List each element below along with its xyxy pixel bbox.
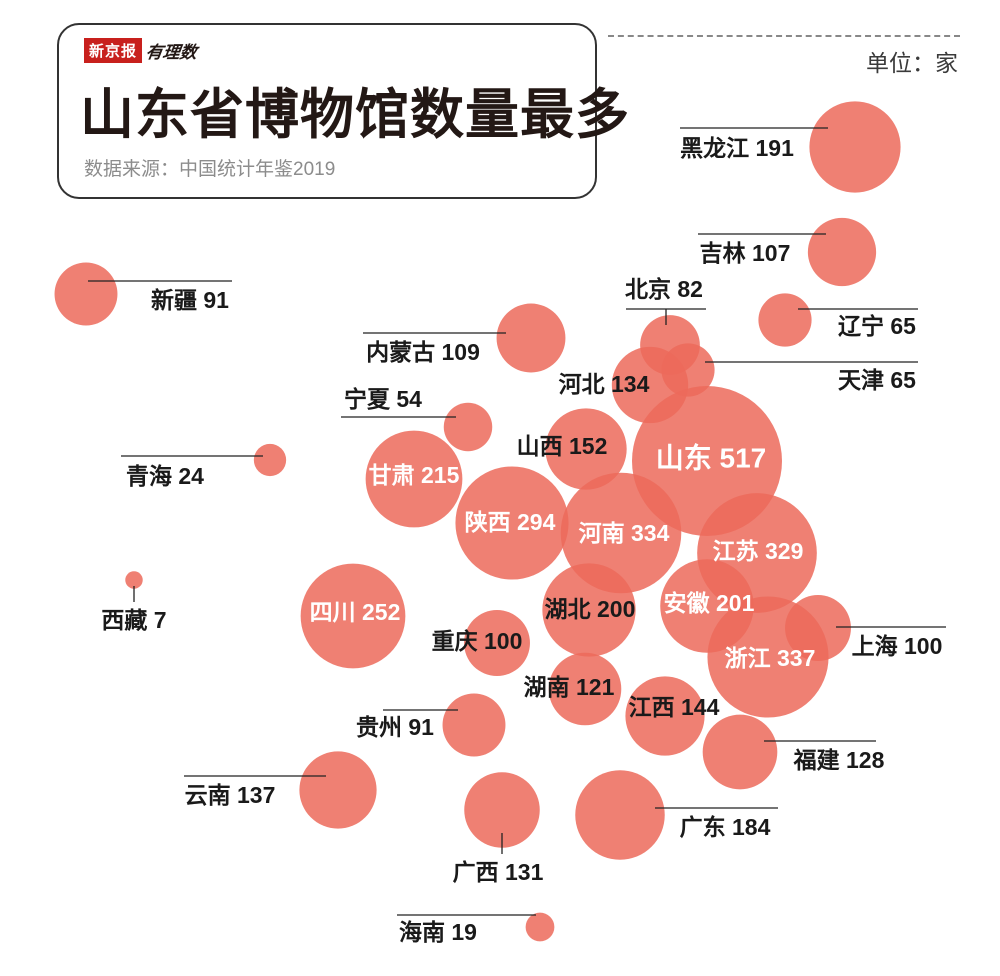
bubble-河南 — [560, 472, 682, 594]
bubble-江西 — [625, 676, 705, 756]
bubble-山西 — [545, 408, 627, 490]
label-重庆: 重庆 100 — [432, 628, 523, 654]
label-湖北: 湖北 200 — [545, 596, 636, 622]
bubble-湖南 — [548, 652, 622, 726]
label-安徽: 安徽 201 — [664, 590, 755, 616]
bubble-吉林 — [807, 217, 877, 287]
unit-label: 单位：家 — [866, 50, 958, 76]
label-陕西: 陕西 294 — [465, 509, 556, 535]
label-宁夏: 宁夏 54 — [344, 386, 422, 412]
bubble-新疆 — [54, 262, 118, 326]
label-江苏: 江苏 329 — [713, 538, 804, 564]
label-青海: 青海 24 — [126, 463, 204, 489]
label-湖南: 湖南 121 — [524, 674, 615, 700]
label-天津: 天津 65 — [838, 367, 916, 393]
bubble-黑龙江 — [809, 101, 901, 193]
bubble-甘肃 — [365, 430, 463, 528]
label-浙江: 浙江 337 — [725, 645, 816, 671]
label-吉林: 吉林 107 — [700, 240, 791, 266]
label-云南: 云南 137 — [185, 782, 276, 808]
label-河北: 河北 134 — [559, 371, 650, 397]
bubble-辽宁 — [758, 293, 812, 347]
chart-title: 山东省博物馆数量最多 — [80, 85, 630, 145]
label-西藏: 西藏 7 — [101, 607, 166, 633]
label-江西: 江西 144 — [629, 694, 720, 720]
label-海南: 海南 19 — [399, 919, 477, 945]
brand-logo: 新京报 有理数 — [84, 37, 198, 63]
bubble-西藏 — [125, 571, 143, 589]
bubble-内蒙古 — [496, 303, 566, 373]
label-辽宁: 辽宁 65 — [838, 313, 916, 339]
label-北京: 北京 82 — [625, 276, 703, 302]
label-广西: 广西 131 — [453, 859, 544, 885]
label-内蒙古: 内蒙古 109 — [366, 339, 480, 365]
bubble-宁夏 — [443, 402, 493, 452]
bubble-云南 — [299, 751, 377, 829]
label-山西: 山西 152 — [517, 433, 608, 459]
bubble-四川 — [300, 563, 406, 669]
label-贵州: 贵州 91 — [356, 714, 434, 740]
label-甘肃: 甘肃 215 — [369, 462, 460, 488]
bubble-海南 — [525, 912, 555, 942]
label-福建: 福建 128 — [793, 747, 885, 773]
title-box — [57, 23, 597, 199]
bubble-重庆 — [464, 610, 530, 676]
bubble-广西 — [464, 772, 540, 848]
label-广东: 广东 184 — [680, 814, 771, 840]
label-四川: 四川 252 — [310, 599, 401, 625]
bubble-广东 — [575, 770, 665, 860]
bubble-浙江 — [707, 596, 829, 718]
brand-name: 新京报 — [84, 37, 143, 63]
bubble-青海 — [253, 443, 287, 477]
label-山东: 山东 517 — [656, 441, 767, 473]
label-上海: 上海 100 — [852, 633, 943, 659]
dashed-divider — [608, 35, 960, 37]
bubble-福建 — [702, 714, 778, 790]
bubble-陕西 — [455, 466, 569, 580]
label-新疆: 新疆 91 — [151, 287, 229, 313]
bubble-湖北 — [542, 563, 636, 657]
bubble-贵州 — [442, 693, 506, 757]
label-黑龙江: 黑龙江 191 — [680, 135, 794, 161]
label-河南: 河南 334 — [579, 520, 670, 546]
chart-source: 数据来源：中国统计年鉴2019 — [84, 159, 336, 180]
